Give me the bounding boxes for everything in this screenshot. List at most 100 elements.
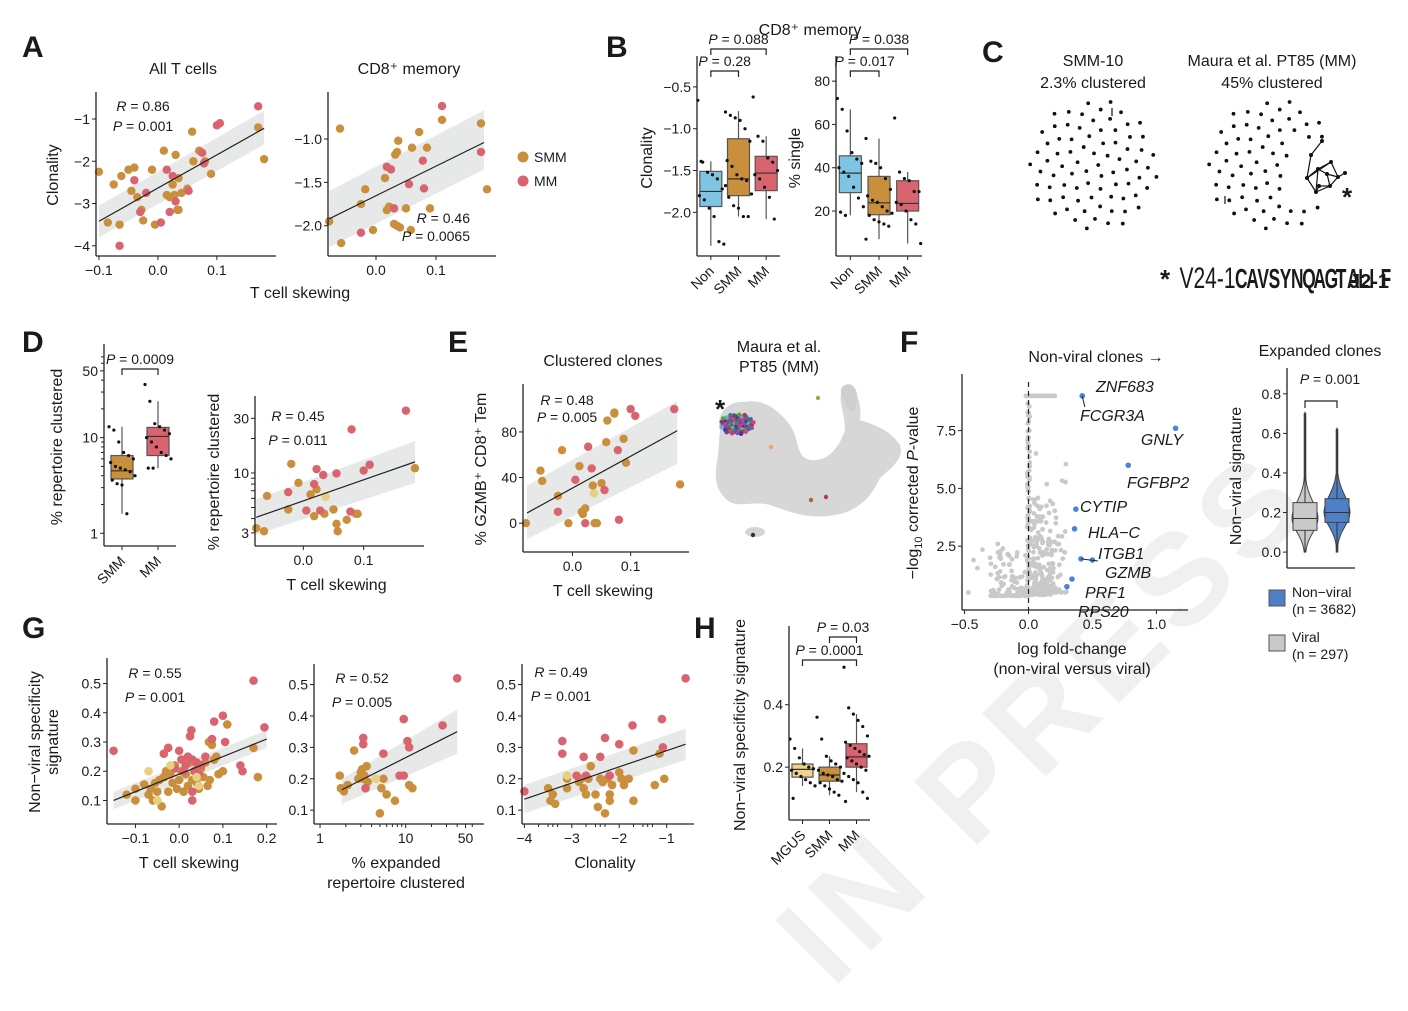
volcano-point	[1026, 519, 1031, 525]
data-point-mm	[658, 743, 668, 752]
p-number: = 0.088	[718, 31, 769, 47]
umap-clone-point	[768, 444, 774, 450]
chart-title: Non-viral clones →	[1028, 349, 1163, 366]
box-point	[758, 177, 762, 181]
umap-clone-point	[735, 430, 740, 436]
box-point	[751, 95, 755, 99]
box-point	[820, 737, 824, 741]
motif-residue: V	[1257, 263, 1269, 294]
chart-title: All T cells	[149, 61, 217, 78]
volcano-point	[1044, 481, 1050, 487]
network-node	[1248, 137, 1253, 142]
x-axis-label-line2: repertoire clustered	[327, 875, 465, 892]
volcano-point	[988, 572, 994, 578]
volcano-point	[1006, 562, 1012, 568]
network-subtitle: 45% clustered	[1221, 75, 1322, 92]
stat-r-number: = 0.86	[126, 98, 169, 114]
network-node	[1154, 174, 1159, 179]
data-point-mm	[165, 207, 174, 217]
y-tick-label: 0.0	[1262, 544, 1282, 560]
box-smm	[110, 454, 134, 480]
box-point	[697, 194, 702, 198]
network-edge	[1306, 154, 1312, 179]
box-point	[145, 436, 149, 440]
box-point	[813, 784, 817, 788]
network-node	[1214, 197, 1219, 202]
motif-residue: S	[1269, 263, 1281, 294]
network-node	[1224, 141, 1229, 146]
stat-p-symbol: P	[113, 118, 123, 134]
regression-line	[524, 743, 686, 800]
volcano-point	[1060, 556, 1066, 562]
data-point-smm	[170, 190, 179, 200]
data-point-smm	[592, 518, 602, 528]
data-point-smm	[252, 523, 261, 533]
volcano-point	[1026, 564, 1032, 570]
motif-residue: A	[1313, 263, 1326, 294]
volcano-point	[997, 554, 1002, 560]
cluster-node	[1336, 175, 1340, 179]
box-point	[723, 110, 728, 114]
umap-clone-point	[724, 429, 729, 435]
data-point-mm	[163, 743, 173, 753]
y-tick-label: −0.5	[663, 79, 691, 95]
y-tick-label: −2.0	[294, 218, 322, 234]
data-point-smm	[659, 774, 669, 784]
data-point-smm	[368, 225, 378, 235]
p-number: = 0.03	[826, 619, 869, 635]
network-node	[1268, 195, 1273, 200]
data-point-smm	[254, 123, 263, 132]
data-point-smm	[392, 147, 402, 157]
volcano-point	[1047, 498, 1053, 504]
box-point	[767, 195, 772, 199]
network-node	[1302, 209, 1306, 214]
data-point-smm	[619, 780, 629, 790]
box-point	[829, 759, 833, 763]
data-point-mm	[209, 717, 219, 726]
data-point-mm	[437, 101, 447, 111]
data-point-light	[194, 781, 204, 791]
legend-count: (n = 3682)	[1292, 601, 1356, 617]
data-point-mm	[197, 148, 207, 158]
data-point-smm	[306, 490, 315, 499]
stat-r-value: R = 0.55	[128, 665, 182, 681]
umap-clone-point	[728, 412, 733, 418]
data-point-mm	[595, 752, 605, 762]
stat-r-number: = 0.46	[427, 210, 470, 226]
data-point-mm	[319, 470, 328, 480]
box-point	[850, 759, 854, 763]
box-point	[149, 440, 154, 444]
data-point-mm	[399, 771, 409, 780]
volcano-point	[1009, 583, 1015, 589]
volcano-point	[1049, 547, 1055, 553]
box-point	[845, 756, 849, 760]
network-node	[1121, 196, 1126, 201]
x-tick-label: 0.5	[1083, 616, 1103, 632]
volcano-point	[1055, 541, 1060, 547]
p-symbol: P	[817, 619, 827, 635]
network-node	[1263, 169, 1268, 174]
data-point-mm	[553, 507, 563, 516]
volcano-point	[1050, 561, 1056, 567]
volcano-point	[974, 565, 980, 571]
network-node	[1035, 197, 1040, 202]
cluster-node	[1343, 171, 1347, 175]
volcano-point	[995, 541, 1001, 547]
y-axis-label: Non−viral signature	[1228, 407, 1245, 545]
x-axis-label: T cell skewing	[286, 577, 386, 594]
data-point-smm	[103, 218, 112, 227]
network-node	[1231, 111, 1236, 116]
umap-clone-point	[719, 425, 724, 430]
network-node	[1074, 186, 1079, 190]
network-edge	[1326, 173, 1331, 187]
network-node	[1060, 164, 1065, 169]
x-tick-label: MM	[886, 263, 914, 291]
network-node	[1113, 128, 1118, 133]
volcano-point	[1026, 468, 1032, 473]
box-point	[756, 134, 760, 138]
data-point-smm	[353, 509, 362, 519]
box-point	[707, 206, 711, 210]
chart-title: CD8⁺ memory	[358, 61, 461, 78]
x-tick-label: −4	[516, 830, 532, 846]
